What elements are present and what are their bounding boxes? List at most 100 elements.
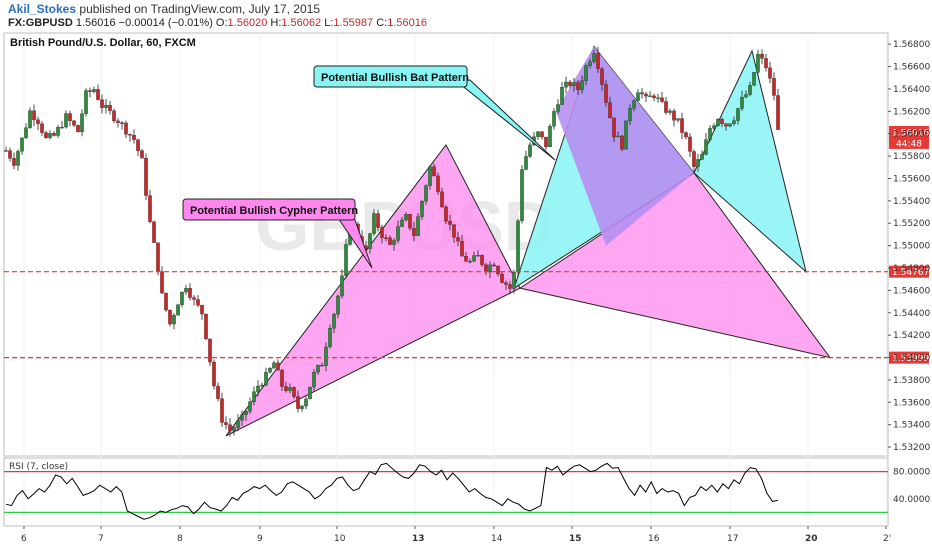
author-link[interactable]: Akil_Stokes: [8, 2, 77, 16]
candle-down: [108, 105, 112, 111]
x-tick-label: 8: [177, 534, 183, 544]
candle-up: [700, 154, 704, 160]
candle-down: [116, 120, 120, 123]
level-price-tag: [889, 265, 929, 278]
candle-up: [476, 255, 480, 257]
y-tick-label: 1.56800: [893, 40, 930, 50]
candle-up: [336, 295, 340, 315]
candle-up: [516, 220, 520, 273]
y-tick-label: 1.54600: [893, 286, 930, 296]
candle-up: [552, 111, 556, 127]
candle-up: [288, 387, 292, 391]
candle-up: [248, 401, 252, 412]
rsi-series-line: [5, 462, 779, 520]
candle-down: [724, 123, 728, 127]
candle-down: [168, 309, 172, 325]
candle-down: [136, 139, 140, 151]
candle-up: [416, 216, 420, 236]
candle-up: [716, 119, 720, 126]
candle-up: [240, 414, 244, 421]
candle-down: [764, 58, 768, 69]
candle-up: [548, 125, 552, 147]
candle-up: [184, 288, 188, 293]
level-price-label: 1.54767: [892, 268, 929, 278]
candle-up: [512, 271, 516, 289]
candle-up: [556, 104, 560, 112]
candle-up: [736, 108, 740, 121]
candle-down: [444, 206, 448, 222]
candle-up: [572, 82, 576, 86]
candle-down: [52, 133, 56, 136]
candle-up: [748, 85, 752, 95]
candle-down: [688, 136, 692, 152]
candle-down: [292, 387, 296, 397]
y-tick-label: 1.53600: [893, 398, 930, 408]
x-tick-label: 16: [648, 534, 660, 544]
price-change: −0.00014 (−0.01%): [118, 17, 213, 29]
candle-up: [400, 219, 404, 227]
bat-callout-box: [313, 65, 468, 88]
current-price-label: 1.56016: [892, 128, 929, 138]
candle-up: [656, 97, 660, 99]
candle-down: [68, 113, 72, 122]
y-tick-label: 1.55400: [893, 197, 930, 207]
rsi-tick-label: 40.0000: [893, 495, 930, 505]
y-tick-label: 1.55200: [893, 219, 930, 229]
candle-down: [492, 264, 496, 267]
x-tick-label: 17: [727, 534, 738, 544]
candle-up: [520, 169, 524, 221]
x-tick-label: 9: [257, 534, 263, 544]
level-price-tag: [889, 351, 929, 364]
candle-down: [680, 118, 684, 133]
candle-down: [152, 221, 156, 243]
candle-down: [600, 68, 604, 85]
candle-up: [60, 126, 64, 129]
bat-bcd-triangle: [693, 49, 807, 274]
candle-up: [176, 304, 180, 316]
candle-up: [300, 405, 304, 409]
candle-down: [776, 95, 780, 130]
open-label: O:: [215, 17, 228, 29]
low-label: L:: [324, 17, 334, 29]
candle-up: [264, 372, 268, 386]
candle-down: [36, 119, 40, 124]
candle-down: [208, 338, 212, 363]
candle-up: [696, 159, 700, 167]
candle-up: [244, 411, 248, 415]
candle-down: [228, 424, 232, 431]
candle-down: [596, 53, 600, 69]
candle-down: [320, 364, 324, 367]
candle-down: [44, 132, 48, 138]
candle-up: [564, 81, 568, 88]
candle-up: [740, 96, 744, 109]
current-price-tag: [889, 125, 929, 149]
candle-up: [308, 386, 312, 400]
y-tick-label: 1.56600: [893, 63, 930, 73]
candle-up: [260, 384, 264, 387]
candle-up: [304, 398, 308, 407]
candle-down: [484, 264, 488, 273]
candle-down: [192, 297, 196, 300]
candle-up: [424, 185, 428, 202]
candle-up: [404, 214, 408, 221]
rsi-title: RSI (7, close): [9, 462, 68, 472]
chart-title: British Pound/U.S. Dollar, 60, FXCM: [10, 37, 196, 49]
candle-down: [684, 132, 688, 138]
candle-down: [12, 158, 16, 166]
candle-up: [344, 244, 348, 276]
candle-down: [280, 370, 284, 387]
candle-down: [720, 119, 724, 124]
close-value: 1.56016: [387, 17, 427, 29]
candle-up: [252, 391, 256, 402]
candle-up: [332, 313, 336, 329]
candle-down: [380, 227, 384, 238]
candle-up: [648, 95, 652, 98]
candle-up: [28, 110, 32, 128]
candle-up: [256, 385, 260, 392]
candle-down: [8, 150, 12, 159]
candle-up: [468, 261, 472, 263]
candle-down: [436, 175, 440, 193]
candle-up: [328, 328, 332, 348]
candle-up: [420, 201, 424, 217]
